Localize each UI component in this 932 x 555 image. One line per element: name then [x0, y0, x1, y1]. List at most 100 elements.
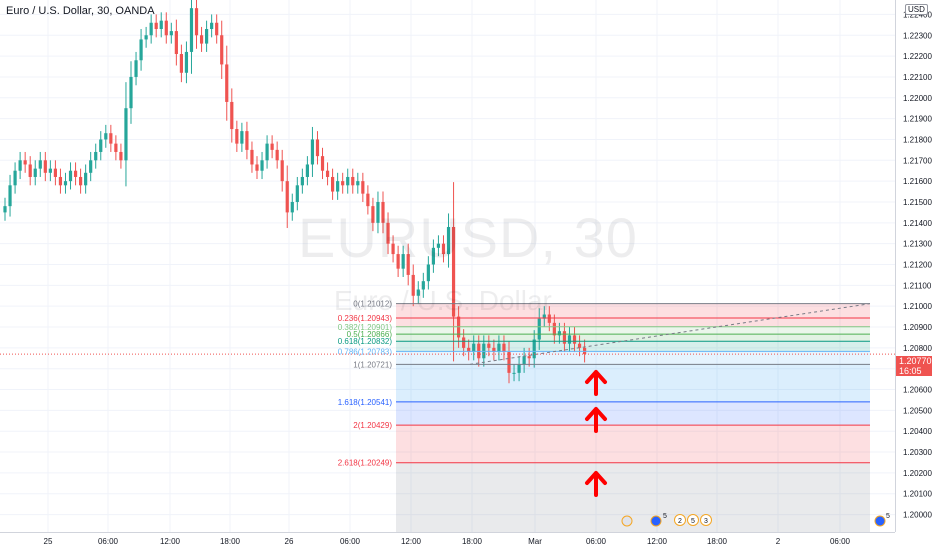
candle-body: [567, 335, 572, 344]
event-count-badge: 5: [663, 513, 667, 520]
candle-body: [8, 185, 12, 207]
candle-body: [487, 343, 491, 348]
candle-body: [356, 181, 360, 186]
candle-body: [552, 322, 556, 336]
candle-body: [346, 176, 350, 186]
fibonacci-fill-layer: [396, 303, 870, 532]
y-tick-label: 1.20000: [903, 511, 932, 520]
candle-body: [371, 206, 375, 223]
candle-body: [502, 343, 506, 353]
candle-body: [43, 160, 47, 173]
candle-body: [89, 160, 93, 173]
candle-body: [240, 131, 244, 144]
candle-body: [562, 331, 567, 344]
candle-body: [119, 151, 123, 161]
y-tick-label: 1.21400: [903, 219, 932, 228]
candle-body: [305, 164, 309, 177]
candle-body: [285, 181, 289, 213]
candle-body: [270, 143, 274, 150]
candle-body: [159, 20, 163, 30]
news-event-icon: [650, 515, 662, 527]
bar-countdown: 16:05: [899, 366, 922, 376]
candle-body: [250, 149, 254, 165]
x-tick-label: 12:00: [401, 537, 422, 546]
red-up-arrow: [585, 471, 607, 497]
candle-body: [572, 335, 577, 344]
y-tick-label: 1.21200: [903, 261, 932, 270]
y-tick-label: 1.21700: [903, 156, 932, 165]
economic-event-icon: [687, 514, 699, 526]
candle-body: [225, 64, 229, 102]
candle-body: [497, 343, 501, 353]
candle-body: [517, 364, 521, 373]
y-tick-label: 1.21100: [903, 281, 932, 290]
candle-body: [129, 76, 133, 109]
y-tick-label: 1.21300: [903, 240, 932, 249]
y-tick-label: 1.20800: [903, 344, 932, 353]
chart-title[interactable]: Euro / U.S. Dollar, 30, OANDA: [6, 5, 155, 17]
candle-body: [265, 143, 269, 161]
x-tick-label: 18:00: [220, 537, 241, 546]
fibonacci-zone: [396, 401, 870, 426]
candle-body: [79, 176, 83, 186]
candle-body: [169, 31, 173, 36]
candle-body: [527, 356, 531, 359]
candle-body: [245, 131, 249, 150]
candle-body: [23, 160, 27, 165]
event-count-badge: 5: [691, 518, 695, 525]
event-count-badge: 2: [678, 518, 682, 525]
candle-body: [73, 170, 78, 177]
grid-layer: [0, 0, 895, 532]
candle-body: [547, 314, 551, 323]
candle-body: [557, 331, 561, 336]
candle-body: [507, 352, 511, 373]
candle-body: [351, 176, 355, 186]
candle-layer: [3, 0, 587, 384]
fibonacci-level-label: 0.382(1.20901): [338, 323, 393, 332]
candle-body: [189, 8, 194, 52]
fibonacci-zone: [396, 364, 870, 402]
fibonacci-zone: [396, 351, 870, 365]
candle-body: [426, 264, 430, 282]
x-tick-label: 18:00: [462, 537, 483, 546]
candle-body: [124, 108, 128, 161]
candle-body: [38, 160, 42, 169]
candle-body: [63, 181, 68, 186]
candle-body: [416, 289, 420, 296]
x-tick-label: 06:00: [98, 537, 119, 546]
event-count-badge: 5: [886, 513, 890, 520]
fibonacci-zone: [396, 303, 870, 319]
candle-body: [325, 170, 330, 177]
candle-body: [391, 243, 395, 255]
fibonacci-zone: [396, 318, 870, 327]
fibonacci-trend-line: [469, 303, 871, 365]
candle-body: [255, 164, 259, 171]
candle-body: [220, 35, 224, 65]
candle-body: [99, 139, 103, 152]
candle-body: [114, 143, 118, 152]
last-price-value: 1.20770: [899, 356, 932, 366]
fibonacci-zone: [396, 341, 870, 352]
fibonacci-zone: [396, 326, 870, 335]
candle-body: [139, 39, 143, 61]
candle-body: [68, 170, 73, 182]
red-up-arrow: [585, 407, 607, 433]
candle-body: [194, 8, 199, 36]
candle-body: [492, 347, 496, 353]
x-tick-label: 12:00: [160, 537, 181, 546]
y-tick-label: 1.20900: [903, 323, 932, 332]
candle-body: [280, 160, 284, 182]
y-tick-label: 1.20300: [903, 448, 932, 457]
fibonacci-level-label: 1.618(1.20541): [338, 398, 393, 407]
candle-body: [275, 149, 279, 161]
candle-body: [53, 168, 57, 177]
y-tick-label: 1.20500: [903, 406, 932, 415]
candle-body: [542, 314, 546, 319]
candle-body: [522, 356, 526, 365]
fibonacci-level-label: 0.5(1.20866): [347, 330, 393, 339]
currency-badge[interactable]: USD: [905, 4, 928, 15]
candle-body: [577, 343, 582, 348]
fibonacci-level-label: 0.618(1.20832): [338, 337, 393, 346]
